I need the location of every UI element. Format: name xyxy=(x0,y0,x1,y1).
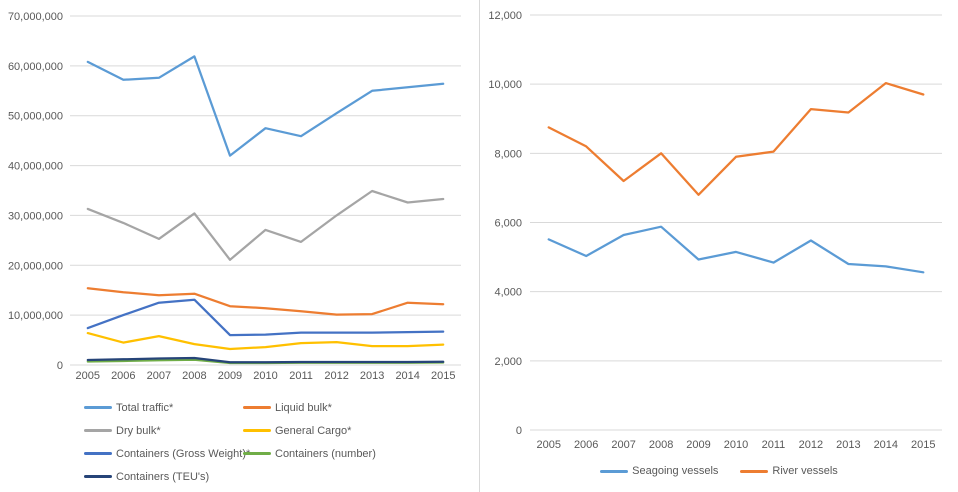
legend-item: Seagoing vessels xyxy=(600,463,718,479)
legend-label: River vessels xyxy=(772,465,838,477)
x-axis-tick-label: 2012 xyxy=(324,370,348,382)
legend-label: General Cargo* xyxy=(275,424,352,437)
x-axis-tick-label: 2008 xyxy=(649,439,673,451)
vessels-plot-area: 0 2,000 4,000 6,000 8,000 10,000 12,000 2005 200… xyxy=(488,10,942,451)
y-axis-tick-label: 6,000 xyxy=(494,218,522,230)
x-axis-tick-label: 2008 xyxy=(182,370,206,382)
series-line xyxy=(86,298,445,337)
y-axis-tick-label: 10,000 xyxy=(488,79,522,91)
x-axis-tick-label: 2005 xyxy=(76,370,100,382)
x-axis-tick-label: 2011 xyxy=(289,370,313,382)
y-axis-tick-label: 8,000 xyxy=(494,148,522,160)
y-axis-tick-label: 0 xyxy=(57,360,63,372)
legend-label: Dry bulk* xyxy=(116,424,161,437)
x-axis-tick-label: 2013 xyxy=(360,370,384,382)
legend-swatch xyxy=(84,475,112,478)
y-axis-tick-label: 60,000,000 xyxy=(8,61,63,73)
x-axis-tick-label: 2005 xyxy=(536,439,560,451)
x-axis-tick-label: 2010 xyxy=(724,439,748,451)
x-axis-tick-label: 2007 xyxy=(147,370,171,382)
y-axis-tick-label: 50,000,000 xyxy=(8,111,63,123)
cargo-traffic-legend: Total traffic* Liquid bulk* Dry bulk* Gener… xyxy=(84,396,464,488)
cargo-traffic-chart-panel: 0 10,000,000 20,000,000 30,000,000 40,000,00… xyxy=(8,11,464,488)
x-axis-tick-label: 2013 xyxy=(836,439,860,451)
x-axis-tick-label: 2009 xyxy=(686,439,710,451)
chart-divider xyxy=(479,0,480,492)
y-axis-tick-label: 40,000,000 xyxy=(8,161,63,173)
legend-label: Liquid bulk* xyxy=(275,401,332,414)
legend-swatch xyxy=(243,406,271,409)
y-axis-tick-label: 30,000,000 xyxy=(8,210,63,222)
series-line xyxy=(547,225,925,274)
legend-swatch xyxy=(243,452,271,455)
legend-item: Containers (TEU's) xyxy=(84,465,243,488)
x-axis-tick-label: 2015 xyxy=(911,439,935,451)
series-line xyxy=(86,287,445,316)
x-axis-tick-label: 2014 xyxy=(395,370,419,382)
x-axis-tick-label: 2014 xyxy=(874,439,898,451)
y-axis-tick-label: 2,000 xyxy=(494,356,522,368)
legend-item: River vessels xyxy=(740,463,838,479)
series-line xyxy=(547,81,925,196)
legend-item: Liquid bulk* xyxy=(243,396,402,419)
vessels-chart-panel: 0 2,000 4,000 6,000 8,000 10,000 12,000 2005 200… xyxy=(480,0,958,492)
legend-swatch xyxy=(243,429,271,432)
y-axis-tick-label: 70,000,000 xyxy=(8,11,63,23)
x-axis-tick-label: 2012 xyxy=(799,439,823,451)
cargo-traffic-plot-area: 0 10,000,000 20,000,000 30,000,000 40,000,00… xyxy=(8,11,461,382)
legend-item: Dry bulk* xyxy=(84,419,243,442)
legend-swatch xyxy=(84,429,112,432)
y-axis-tick-label: 10,000,000 xyxy=(8,310,63,322)
legend-label: Total traffic* xyxy=(116,401,174,414)
legend-swatch xyxy=(740,469,769,473)
legend-item: Containers (number) xyxy=(243,442,402,465)
legend-label: Containers (Gross Weight)* xyxy=(116,447,251,460)
x-axis-tick-label: 2011 xyxy=(762,439,786,451)
x-axis-tick-label: 2009 xyxy=(218,370,242,382)
legend-label: Containers (number) xyxy=(275,447,376,460)
legend-swatch xyxy=(84,452,112,455)
series-line xyxy=(86,189,445,261)
y-axis-tick-label: 20,000,000 xyxy=(8,260,63,272)
y-axis-tick-label: 12,000 xyxy=(488,10,522,22)
vessels-legend: Seagoing vessels River vessels xyxy=(480,463,958,479)
legend-label: Containers (TEU's) xyxy=(116,470,210,483)
legend-item: Total traffic* xyxy=(84,396,243,419)
y-axis-tick-label: 0 xyxy=(516,425,522,437)
series-line xyxy=(86,55,445,157)
x-axis-tick-label: 2015 xyxy=(431,370,455,382)
series-line xyxy=(86,331,445,351)
legend-swatch xyxy=(600,469,629,473)
legend-swatch xyxy=(84,406,112,409)
legend-item: General Cargo* xyxy=(243,419,402,442)
x-axis-tick-label: 2006 xyxy=(574,439,598,451)
legend-label: Seagoing vessels xyxy=(632,465,719,477)
legend-item: Containers (Gross Weight)* xyxy=(84,442,250,465)
x-axis-tick-label: 2010 xyxy=(253,370,277,382)
x-axis-tick-label: 2007 xyxy=(611,439,635,451)
y-axis-tick-label: 4,000 xyxy=(494,287,522,299)
x-axis-tick-label: 2006 xyxy=(111,370,135,382)
series-line xyxy=(86,356,445,364)
